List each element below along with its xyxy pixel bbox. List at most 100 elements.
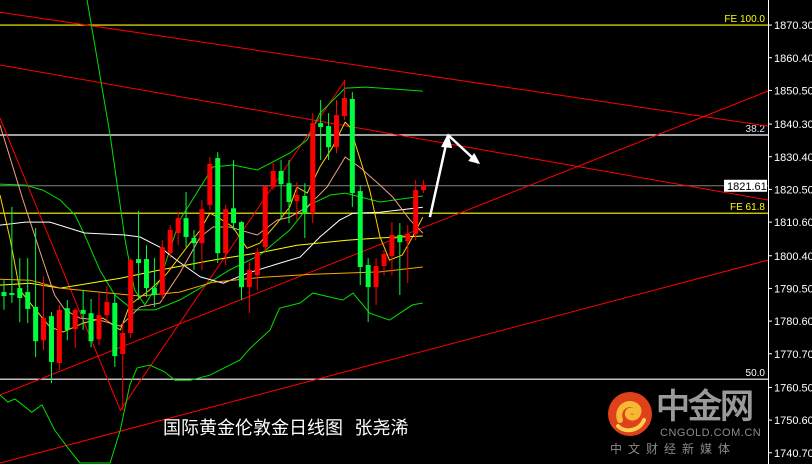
- candle[interactable]: [56, 304, 62, 370]
- candle[interactable]: [136, 210, 142, 300]
- candle[interactable]: [373, 258, 379, 305]
- forecast-arrow: [428, 132, 481, 218]
- candle-body: [183, 218, 189, 237]
- candle[interactable]: [223, 204, 229, 266]
- candle[interactable]: [143, 245, 149, 298]
- candle-body: [191, 237, 197, 244]
- candle-body: [318, 123, 324, 128]
- candle[interactable]: [207, 157, 213, 211]
- chart-caption: 国际黄金伦敦金日线图 张尧浠: [163, 418, 409, 439]
- candle[interactable]: [231, 160, 237, 231]
- candle-body: [96, 315, 102, 340]
- candle[interactable]: [191, 230, 197, 270]
- candle-body: [349, 99, 355, 194]
- candle[interactable]: [349, 92, 355, 207]
- candle[interactable]: [405, 225, 411, 284]
- y-tick-label: 1790.50: [774, 283, 812, 295]
- arrow-head-icon: [468, 153, 481, 165]
- y-tick-label: 1750.60: [774, 415, 812, 427]
- candle-body: [104, 301, 110, 316]
- candle[interactable]: [397, 223, 403, 296]
- candle[interactable]: [80, 290, 86, 331]
- logo-swirl-icon: [608, 392, 652, 436]
- candle[interactable]: [333, 99, 339, 154]
- y-tick-label: 1860.40: [774, 53, 812, 65]
- candle-body: [159, 247, 165, 296]
- candle[interactable]: [381, 250, 387, 276]
- candle[interactable]: [238, 221, 244, 300]
- trendline[interactable]: [0, 259, 769, 464]
- candle[interactable]: [302, 183, 308, 238]
- candle[interactable]: [278, 160, 284, 221]
- candle-body: [33, 306, 39, 342]
- candle-body: [357, 191, 363, 267]
- candle-body: [80, 309, 86, 314]
- candle[interactable]: [326, 113, 332, 161]
- candle[interactable]: [413, 180, 419, 241]
- candle-body: [270, 170, 276, 188]
- candle[interactable]: [175, 212, 181, 246]
- candle[interactable]: [167, 225, 173, 259]
- y-tick-label: 1760.50: [774, 382, 812, 394]
- candle[interactable]: [365, 258, 371, 323]
- candle[interactable]: [64, 299, 70, 341]
- trendline[interactable]: [0, 11, 769, 127]
- candle[interactable]: [310, 113, 316, 224]
- candle[interactable]: [9, 206, 15, 303]
- candle[interactable]: [96, 293, 102, 346]
- candle[interactable]: [357, 185, 363, 286]
- trendline[interactable]: [0, 90, 769, 396]
- candle[interactable]: [72, 308, 78, 349]
- candle-body: [413, 190, 419, 234]
- candle[interactable]: [421, 180, 427, 194]
- candle-body: [88, 313, 94, 342]
- candle[interactable]: [1, 280, 7, 310]
- trendline[interactable]: [0, 79, 346, 412]
- candle-body: [333, 115, 339, 148]
- candle[interactable]: [341, 80, 347, 121]
- candle-body: [1, 292, 7, 297]
- candle-body: [215, 158, 221, 254]
- candle[interactable]: [88, 298, 94, 348]
- candle[interactable]: [294, 182, 300, 221]
- candle[interactable]: [112, 293, 118, 367]
- candle-body: [405, 233, 411, 242]
- candle[interactable]: [199, 199, 205, 270]
- candle[interactable]: [33, 228, 39, 358]
- candle[interactable]: [389, 222, 395, 276]
- candle[interactable]: [262, 185, 268, 253]
- current-price-label: 1821.61: [727, 181, 767, 193]
- y-tick-label: 1870.30: [774, 20, 812, 32]
- candle-body: [9, 293, 15, 296]
- candle[interactable]: [41, 276, 47, 351]
- candle[interactable]: [318, 99, 324, 161]
- candle[interactable]: [48, 312, 54, 384]
- trendline[interactable]: [0, 64, 769, 201]
- logo-name: 中金网: [656, 387, 754, 427]
- candle[interactable]: [17, 258, 23, 323]
- candle[interactable]: [270, 163, 276, 191]
- fib-level-label: FE 61.8: [730, 202, 765, 213]
- candle[interactable]: [128, 258, 134, 338]
- candle[interactable]: [215, 152, 221, 264]
- candle[interactable]: [246, 262, 252, 314]
- candle[interactable]: [159, 240, 165, 300]
- candle-body: [365, 265, 371, 288]
- candle-body: [246, 269, 252, 288]
- candle-body: [389, 234, 395, 257]
- candle-body: [310, 123, 316, 214]
- candle[interactable]: [286, 160, 292, 224]
- candle-body: [41, 318, 47, 341]
- price-axis: 1870.30 1860.40 1850.50 1840.30 1830.40 1820.…: [724, 0, 812, 464]
- candle[interactable]: [120, 322, 126, 411]
- candle[interactable]: [25, 258, 31, 324]
- candle-body: [262, 186, 268, 248]
- logo-domain: CNGOLD.COM.CN: [660, 427, 762, 439]
- candle[interactable]: [104, 286, 110, 324]
- candle[interactable]: [151, 258, 157, 307]
- candle-body: [207, 164, 213, 205]
- candle[interactable]: [254, 248, 260, 291]
- candle[interactable]: [183, 192, 189, 248]
